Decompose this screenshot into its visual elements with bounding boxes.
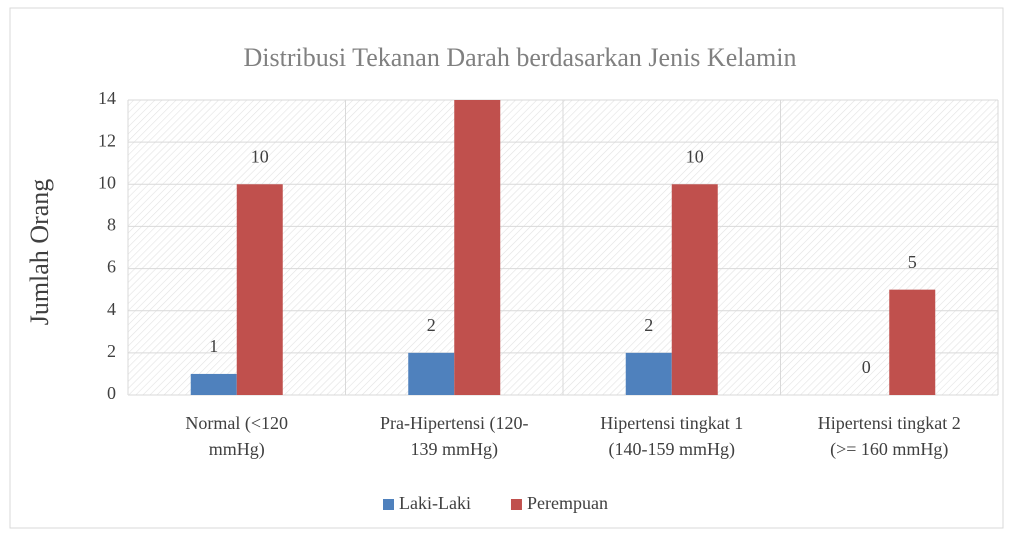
- y-tick-label: 12: [98, 130, 116, 150]
- y-tick-label: 4: [107, 299, 116, 319]
- chart-title: Distribusi Tekanan Darah berdasarkan Jen…: [244, 43, 797, 72]
- bar: [454, 100, 501, 395]
- legend-swatch: [383, 499, 394, 510]
- bar: [408, 352, 455, 395]
- y-tick-label: 14: [98, 88, 116, 108]
- data-label: 0: [862, 357, 871, 377]
- legend-label: Laki-Laki: [399, 493, 471, 513]
- bar: [190, 373, 237, 395]
- y-tick-label: 6: [107, 257, 116, 277]
- x-tick-label: Hipertensi tingkat 1: [600, 413, 743, 433]
- x-tick-label: Normal (<120: [185, 413, 288, 434]
- x-tick-label: (140-159 mmHg): [609, 439, 735, 460]
- y-tick-label: 8: [107, 215, 116, 235]
- x-tick-label: Pra-Hipertensi (120-: [380, 413, 528, 434]
- y-axis-label: Jumlah Orang: [25, 179, 54, 326]
- data-label: 10: [251, 146, 269, 166]
- data-label: 5: [908, 252, 917, 272]
- x-tick-label: Hipertensi tingkat 2: [818, 413, 961, 433]
- x-tick-label: 139 mmHg): [411, 439, 499, 460]
- bar: [236, 184, 283, 395]
- bar: [625, 352, 672, 395]
- x-tick-label: (>= 160 mmHg): [830, 439, 948, 460]
- data-label: 2: [427, 315, 436, 335]
- bar: [889, 289, 936, 395]
- x-tick-label: mmHg): [209, 439, 265, 460]
- data-label: 1: [209, 336, 218, 356]
- data-label: 10: [686, 146, 704, 166]
- y-tick-label: 10: [98, 172, 116, 192]
- bar: [671, 184, 718, 395]
- legend-swatch: [510, 499, 522, 510]
- legend-label: Perempuan: [527, 493, 608, 513]
- y-tick-label: 2: [107, 341, 116, 361]
- y-tick-label: 0: [107, 383, 116, 403]
- data-label: 2: [644, 315, 653, 335]
